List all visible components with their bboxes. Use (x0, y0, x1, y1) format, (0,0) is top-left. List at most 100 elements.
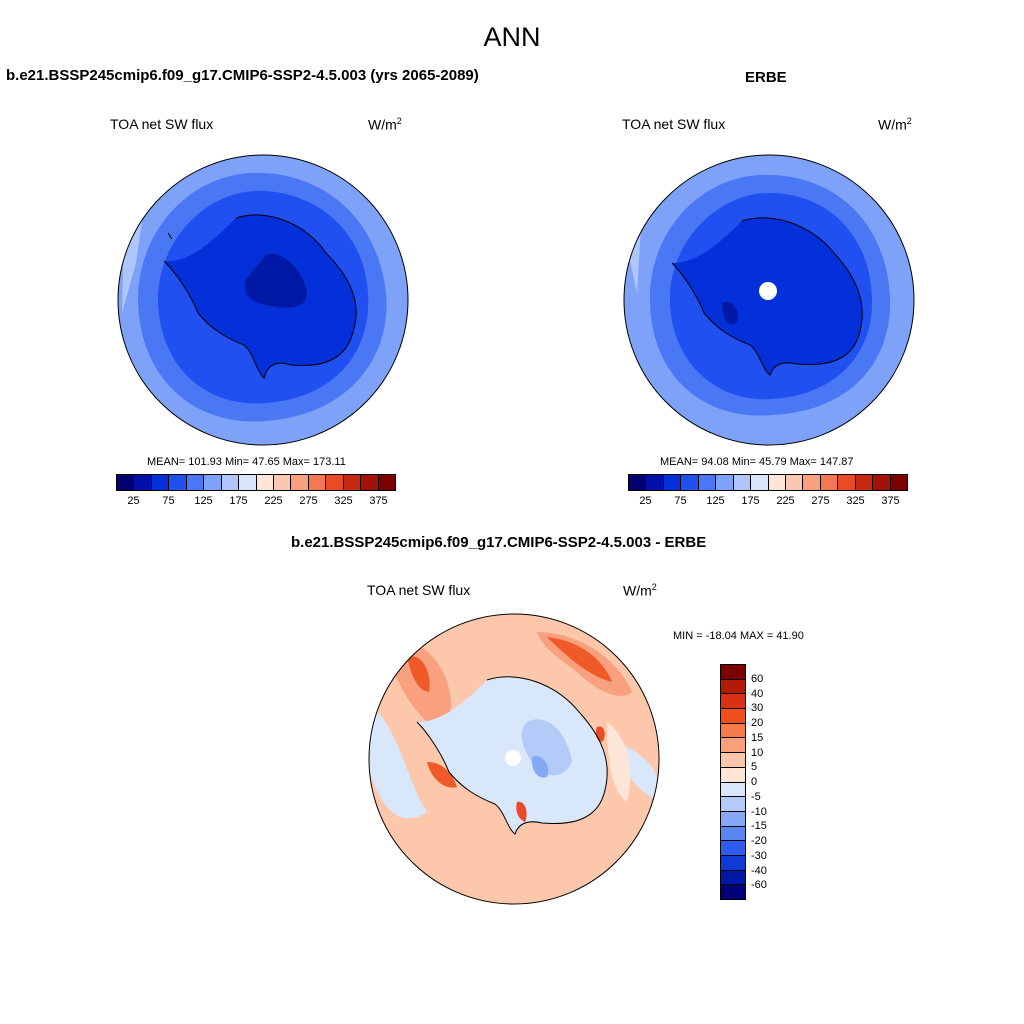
colorbar-swatch (151, 475, 170, 490)
colorbar-tick-label: -40 (751, 864, 767, 877)
colorbar-swatch (378, 475, 395, 490)
colorbar-swatch (721, 738, 745, 754)
colorbar-swatch (855, 475, 874, 490)
diff-negative-west (369, 702, 427, 819)
colorbar-tick-label: 375 (369, 495, 388, 507)
colorbar-swatch (721, 841, 745, 856)
colorbar-tick-label: 15 (751, 731, 764, 744)
colorbar-swatch (785, 475, 804, 490)
colorbar-swatch (134, 475, 152, 490)
colorbar-swatch (681, 475, 699, 490)
colorbar-swatch (308, 475, 327, 490)
colorbar-swatch (721, 679, 745, 695)
colorbar-tick-label: -20 (751, 835, 767, 847)
obs-level-50-patch (722, 301, 739, 325)
colorbar-tick-label: 125 (706, 495, 725, 507)
colorbar-swatch (291, 475, 309, 490)
colorbar-swatch (751, 475, 769, 490)
colorbar-tick-label: 0 (751, 776, 758, 788)
colorbar-swatch (343, 475, 362, 490)
colorbar-tick-label: 25 (127, 495, 140, 507)
colorbar-tick-label: 225 (776, 495, 795, 507)
model-polar-map (117, 154, 409, 446)
colorbar-tick-label: 275 (299, 495, 318, 507)
colorbar-swatch (646, 475, 664, 490)
colorbar-tick-label: 5 (751, 761, 758, 774)
diff-strong-ne (547, 637, 612, 682)
colorbar-swatch (721, 723, 745, 739)
colorbar-swatch (629, 475, 647, 490)
diff-panel-title: b.e21.BSSP245cmip6.f09_g17.CMIP6-SSP2-4.… (291, 534, 707, 551)
model-variable-label: TOA net SW flux (110, 116, 214, 132)
colorbar-swatch (733, 475, 752, 490)
colorbar-tick-label: 325 (334, 495, 353, 507)
colorbar-swatch (721, 709, 745, 724)
diff-strong-south (516, 801, 527, 822)
colorbar-swatch (326, 475, 344, 490)
diff-map-border (368, 613, 660, 905)
colorbar-tick-label: -15 (751, 820, 767, 833)
colorbar-tick-label: -10 (751, 805, 767, 818)
obs-missing-pole (759, 282, 777, 300)
colorbar-tick-label: 20 (751, 717, 764, 729)
colorbar-swatch (721, 811, 745, 827)
colorbar-tick-label: 10 (751, 746, 764, 759)
colorbar-swatch (117, 475, 135, 490)
obs-variable-label: TOA net SW flux (622, 116, 726, 132)
model-colorbar: 25 75 125 175 225 275 325 375 (116, 474, 396, 511)
diff-variable-label: TOA net SW flux (367, 582, 471, 598)
colorbar-swatch (186, 475, 205, 490)
colorbar-swatch (820, 475, 839, 490)
diff-coastline (416, 676, 608, 835)
colorbar-swatch (721, 753, 745, 768)
colorbar-tick-label: 175 (741, 495, 760, 507)
colorbar-tick-label: 75 (674, 495, 687, 507)
colorbar-tick-label: 225 (264, 495, 283, 507)
colorbar-swatch (803, 475, 821, 490)
diff-polar-map (368, 613, 660, 905)
diff-light-east (607, 722, 631, 802)
colorbar-swatch (169, 475, 187, 490)
colorbar-swatch (721, 665, 745, 680)
diff-strong-nw (407, 656, 430, 692)
model-stats: MEAN= 101.93 Min= 47.65 Max= 173.11 (147, 456, 346, 468)
colorbar-swatch (721, 826, 745, 842)
model-units-label: W/m2 (368, 116, 402, 133)
colorbar-swatch (221, 475, 240, 490)
colorbar-tick-label: 125 (194, 495, 213, 507)
diff-level-neg15 (531, 756, 549, 778)
diff-stats: MIN = -18.04 MAX = 41.90 (673, 630, 804, 642)
colorbar-swatch (721, 855, 745, 871)
obs-panel-title: ERBE (745, 69, 787, 86)
colorbar-swatch (890, 475, 907, 490)
colorbar-swatch (698, 475, 717, 490)
colorbar-swatch (721, 694, 745, 710)
obs-colorbar: 25 75 125 175 225 275 325 375 (628, 474, 908, 511)
colorbar-swatch (721, 782, 745, 798)
colorbar-swatch (838, 475, 856, 490)
colorbar-swatch (721, 767, 745, 783)
model-map-border (117, 154, 409, 446)
colorbar-tick-label: 275 (811, 495, 830, 507)
obs-coastline (671, 217, 863, 376)
diff-units-label: W/m2 (623, 582, 657, 599)
model-level-50 (244, 253, 307, 308)
colorbar-tick-label: 375 (881, 495, 900, 507)
colorbar-swatch (273, 475, 292, 490)
colorbar-tick-label: -60 (751, 879, 767, 892)
colorbar-tick-label: 25 (639, 495, 652, 507)
model-panel-title: b.e21.BSSP245cmip6.f09_g17.CMIP6-SSP2-4.… (6, 67, 479, 84)
colorbar-tick-label: 175 (229, 495, 248, 507)
obs-map-border (623, 154, 915, 446)
colorbar-swatch (204, 475, 222, 490)
colorbar-swatch (768, 475, 786, 490)
colorbar-tick-label: 325 (846, 495, 865, 507)
diff-colorbar (720, 664, 746, 900)
colorbar-swatch (721, 870, 745, 886)
colorbar-swatch (873, 475, 891, 490)
colorbar-swatch (361, 475, 379, 490)
colorbar-swatch (663, 475, 682, 490)
diff-colorbar-labels: 60 40 30 20 15 10 5 0 -5 -10 -15 -20 -30 -40 -60 (751, 664, 791, 900)
colorbar-swatch (721, 885, 745, 899)
colorbar-tick-label: -30 (751, 849, 767, 862)
